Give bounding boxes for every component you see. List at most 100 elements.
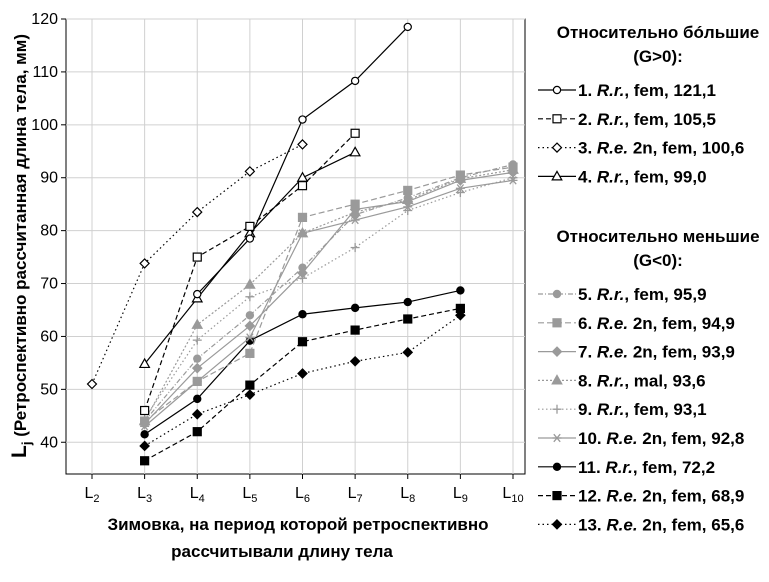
legend-label: 7. R.e. 2n, fem, 93,9 [578,343,735,362]
legend-label: 2. R.r., fem, 105,5 [578,110,716,129]
legend-label-prefix: 4. [578,167,597,186]
data-point [403,206,413,216]
legend-item-4: 4. R.r., fem, 99,0 [538,167,707,186]
legend-item-1: 1. R.r., fem, 121,1 [538,81,716,100]
legend-marker [551,519,563,530]
legend-label-suffix: 2n, fem, 92,8 [638,429,745,448]
series-line [144,169,514,422]
legend-label-suffix: , fem, 105,5 [624,110,716,129]
data-point [245,234,255,243]
x-tick-label: L5 [242,485,257,505]
data-point [456,286,465,295]
series-3 [86,139,308,390]
data-point [245,221,255,231]
x-tick-sub: 5 [251,493,257,505]
legend-marker [552,491,562,501]
data-point [245,348,255,358]
legend-label: 9. R.r., fem, 93,1 [578,400,707,419]
series-5 [140,160,518,426]
y-tick-label: 40 [40,434,58,451]
legend-marker [551,170,563,181]
data-point [193,289,202,299]
legend-item-10: 10. R.e. 2n, fem, 92,8 [538,429,744,448]
data-point [193,394,202,404]
legend-marker [551,142,563,153]
legend-label: 13. R.e. 2n, fem, 65,6 [578,515,744,534]
data-point [350,210,360,219]
legend-label-suffix: , fem, 121,1 [624,81,716,100]
y-tick-label: 90 [40,170,58,187]
legend-label-species: R.e. [606,487,637,506]
legend-item-11: 11. R.r., fem, 72,2 [538,458,715,477]
legend-label-species: R.e. [606,515,637,534]
legend-label: 1. R.r., fem, 121,1 [578,81,716,100]
data-point [455,303,465,314]
data-point [403,193,412,203]
x-tick-label: L4 [190,485,205,505]
legend-label-species: R.r. [597,371,624,390]
data-point [296,171,309,182]
legend-group-subtitle: (G<0): [633,251,683,270]
data-point [192,335,202,345]
data-point [349,355,361,367]
legend-group-title: Относительно меньшие [556,227,759,246]
plot-area [65,18,526,475]
y-tick-label: 110 [32,64,58,81]
data-point [350,199,360,209]
legend-label-species: R.e. [606,429,637,448]
x-tick-sub: 9 [462,493,468,505]
y-axis-title-main: L [8,445,31,458]
data-point [349,146,361,157]
legend-label: 11. R.r., fem, 72,2 [578,458,715,477]
legend-label-species: R.e. [597,314,628,333]
y-tick-label: 120 [31,11,58,28]
data-point [456,173,465,182]
legend-label-prefix: 8. [578,371,597,390]
data-point [297,139,308,150]
legend-label: 12. R.e. 2n, fem, 68,9 [578,487,744,506]
y-axis-title: Lj (Ретроспективно рассчитанная длина те… [8,34,34,458]
data-point [191,408,203,420]
x-tick-main: L [84,485,93,502]
data-point [244,389,256,400]
x-tick-main: L [137,485,146,502]
data-point [140,405,150,416]
x-tick-sub: 4 [199,493,205,505]
y-axis-title-sub: j [19,442,34,447]
data-point [192,427,202,437]
y-tick-label: 60 [40,328,58,345]
data-point [350,325,360,335]
data-point [86,378,98,390]
marker-stroke [553,433,561,443]
series-line [144,132,356,411]
data-point [245,292,255,302]
x-tick-sub: 7 [357,493,363,505]
legend-label: 4. R.r., fem, 99,0 [578,167,707,186]
series-13 [139,309,466,452]
x-tick-main: L [453,485,462,502]
legend-label-suffix: , fem, 99,0 [624,167,706,186]
legend-item-5: 5. R.r., fem, 95,9 [538,285,707,304]
data-point [140,456,150,466]
legend-label-species: R.r. [605,458,632,477]
data-point [192,252,202,262]
y-tick-label: 100 [31,117,58,134]
legend-label-suffix: 2n, fem, 100,6 [628,139,744,158]
series-11 [140,286,465,439]
legend-label-species: R.r. [597,110,624,129]
data-point [192,376,202,387]
data-point [245,311,255,320]
legend-marker [552,114,562,124]
data-point [297,212,308,223]
x-tick-sub: 10 [511,493,523,505]
legend-label: 10. R.e. 2n, fem, 92,8 [578,429,744,448]
series-1 [193,22,412,299]
data-point [297,181,308,191]
series-line [144,166,514,422]
x-axis-title-line1: Зимовка, на период которой ретроспективн… [107,515,488,534]
legend-label-prefix: 13. [578,515,606,534]
x-tick-main: L [502,485,511,502]
data-point [350,76,360,86]
data-point [297,368,308,379]
